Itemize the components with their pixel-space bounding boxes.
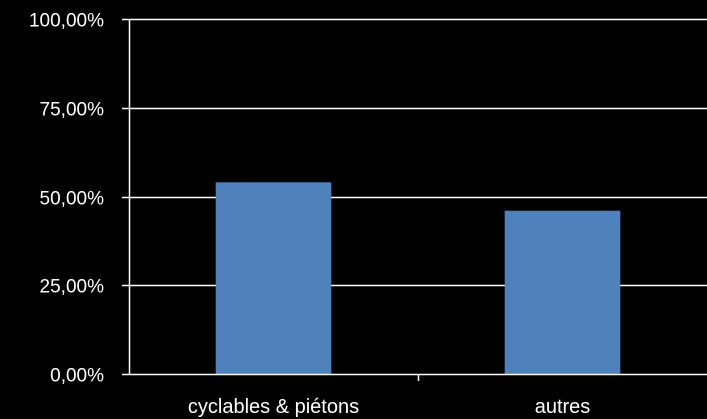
bar (504, 210, 621, 374)
bars (215, 182, 621, 374)
category-label: cyclables & piétons (188, 396, 359, 418)
y-tick-label: 100,00% (29, 11, 104, 32)
category-label: autres (535, 396, 591, 418)
bar (215, 182, 332, 374)
y-tick-label: 50,00% (40, 189, 105, 210)
y-tick-label: 75,00% (40, 100, 105, 121)
y-tick-labels: 0,00% 25,00% 50,00% 75,00% 100,00% (29, 11, 104, 387)
y-tick-label: 25,00% (40, 277, 105, 298)
y-tick-label: 0,00% (50, 366, 104, 387)
category-labels: cyclables & piétons autres (188, 396, 590, 418)
axes (122, 18, 707, 381)
